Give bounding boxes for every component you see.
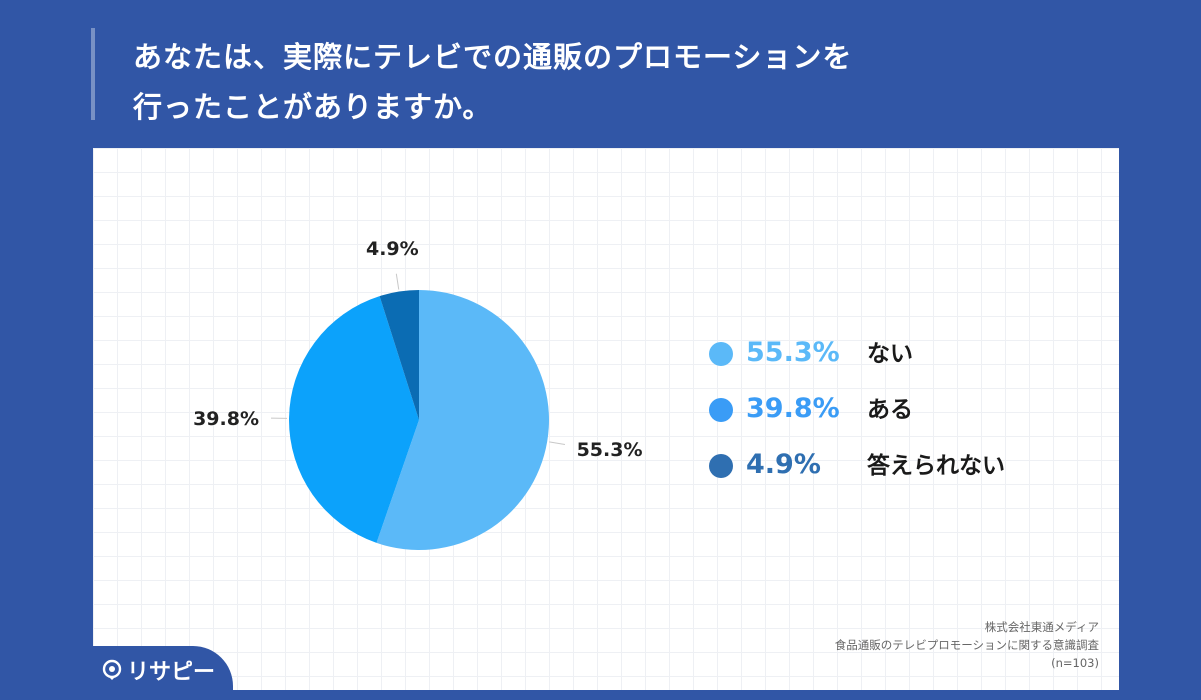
leader-line: [395, 273, 400, 290]
chart-card: 55.3% 39.8% 4.9% 55.3% ない 39.8% ある 4.9% 答え…: [93, 148, 1119, 690]
legend-percent: 4.9%: [746, 449, 821, 480]
slice-label-kotaerarenai: 4.9%: [366, 238, 419, 260]
legend-dot-icon: [709, 454, 733, 478]
source-company: 株式会社東通メディア: [984, 620, 1099, 634]
legend-dot-icon: [709, 398, 733, 422]
legend-percent: 55.3%: [746, 337, 840, 368]
page-title: あなたは、実際にテレビでの通販のプロモーションを 行ったことがありますか。: [133, 32, 1033, 132]
title-accent-bar: [91, 28, 95, 120]
slice-label-aru: 39.8%: [193, 408, 259, 430]
logo-text: リサピー: [127, 660, 216, 685]
source-note: 株式会社東通メディア 食品通販のテレビプロモーションに関する意識調査 (n=10…: [835, 618, 1099, 672]
brand-logo: リサピー: [93, 646, 233, 690]
source-survey: 食品通販のテレビプロモーションに関する意識調査: [834, 638, 1099, 652]
legend: 55.3% ない 39.8% ある 4.9% 答えられない: [709, 328, 1069, 496]
leader-line: [549, 441, 566, 446]
legend-item-nai: 55.3% ない: [709, 328, 1069, 384]
pie-slice-nai: [376, 290, 549, 550]
legend-percent: 39.8%: [746, 393, 840, 424]
legend-label: ない: [867, 341, 913, 367]
pie-chart: 55.3% 39.8% 4.9%: [193, 238, 643, 550]
pin-icon: [102, 659, 122, 680]
legend-label: ある: [867, 397, 913, 423]
pie-slice-kotaerarenai: [379, 290, 419, 420]
title-line-2: 行ったことがありますか。: [133, 90, 493, 124]
title-line-1: あなたは、実際にテレビでの通販のプロモーションを: [133, 40, 853, 74]
logo-inner: リサピー: [101, 654, 215, 686]
pie-slice-aru: [289, 296, 419, 543]
legend-label: 答えられない: [867, 453, 1005, 479]
legend-item-kotaerarenai: 4.9% 答えられない: [709, 440, 1069, 496]
slice-label-nai: 55.3%: [577, 439, 643, 461]
legend-dot-icon: [709, 342, 733, 366]
source-sample: (n=103): [1051, 656, 1099, 670]
legend-item-aru: 39.8% ある: [709, 384, 1069, 440]
